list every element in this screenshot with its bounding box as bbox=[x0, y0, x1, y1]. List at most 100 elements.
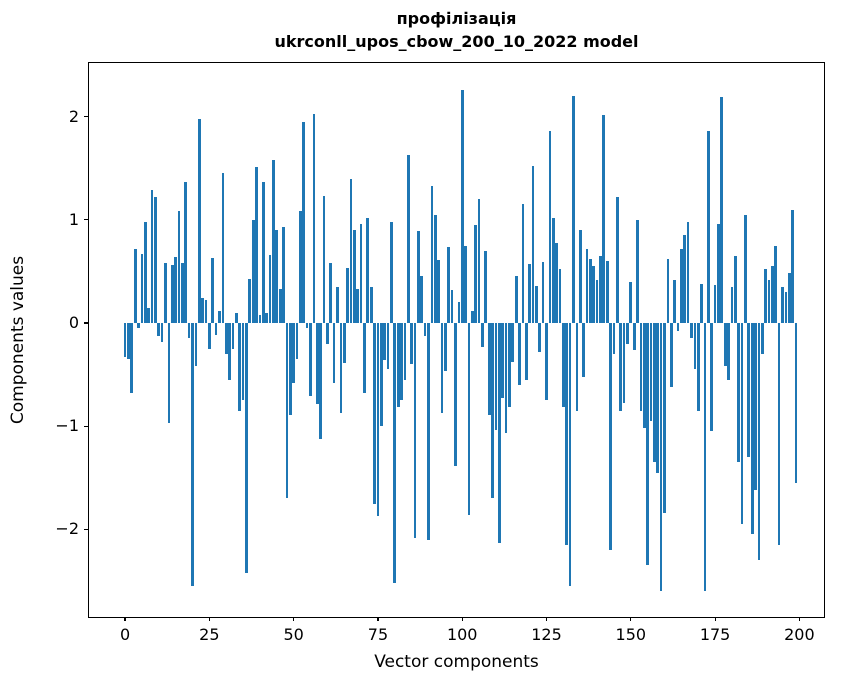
bar bbox=[494, 322, 498, 431]
bar bbox=[312, 113, 316, 323]
bar bbox=[595, 279, 599, 323]
bar bbox=[791, 209, 794, 323]
bar bbox=[578, 230, 582, 323]
bar bbox=[332, 322, 336, 383]
bar bbox=[558, 269, 562, 323]
bar bbox=[477, 199, 481, 323]
bar bbox=[228, 322, 231, 380]
bar bbox=[484, 250, 488, 323]
bar bbox=[481, 322, 484, 347]
x-tick-label: 50 bbox=[283, 625, 304, 644]
bar bbox=[322, 196, 326, 323]
y-tick-label: 1 bbox=[68, 209, 79, 229]
bar bbox=[295, 322, 299, 360]
bar bbox=[170, 265, 174, 323]
bar bbox=[208, 322, 211, 349]
bar bbox=[137, 322, 140, 329]
bar bbox=[305, 322, 309, 329]
bar bbox=[555, 242, 558, 323]
bar bbox=[164, 263, 167, 323]
bar bbox=[204, 300, 208, 323]
bar bbox=[356, 288, 360, 323]
bar bbox=[528, 264, 531, 323]
y-tick-label: 0 bbox=[68, 312, 79, 332]
bar bbox=[191, 322, 194, 587]
bar bbox=[440, 322, 444, 413]
chart-title: профілізація ukrconll_upos_cbow_200_10_2… bbox=[88, 7, 825, 53]
x-tick-mark bbox=[124, 617, 126, 621]
bar bbox=[272, 159, 275, 323]
bar bbox=[787, 273, 791, 323]
bar bbox=[619, 322, 623, 411]
bar bbox=[214, 322, 218, 336]
bar bbox=[329, 263, 333, 323]
bar bbox=[127, 322, 130, 360]
bar bbox=[497, 322, 501, 543]
bar bbox=[572, 96, 575, 323]
y-tick-mark bbox=[84, 219, 88, 221]
bar bbox=[342, 322, 346, 364]
bar bbox=[696, 322, 700, 411]
bar bbox=[181, 263, 184, 323]
bar bbox=[403, 322, 407, 380]
bar bbox=[727, 322, 730, 380]
bar bbox=[720, 97, 724, 323]
bar bbox=[524, 322, 528, 380]
bar bbox=[366, 217, 370, 323]
bar bbox=[551, 217, 555, 323]
bar bbox=[653, 322, 656, 463]
bar bbox=[673, 279, 676, 323]
bar bbox=[437, 260, 440, 323]
bar bbox=[336, 286, 339, 323]
bar bbox=[302, 121, 306, 323]
bar bbox=[417, 231, 420, 323]
bar bbox=[565, 322, 569, 545]
bar bbox=[339, 322, 343, 413]
bar bbox=[683, 235, 687, 323]
bar bbox=[730, 286, 734, 323]
bar bbox=[680, 248, 683, 323]
bar bbox=[700, 283, 703, 323]
bar bbox=[174, 256, 177, 323]
bar bbox=[187, 322, 191, 339]
bar bbox=[511, 322, 515, 363]
bar bbox=[784, 292, 788, 323]
bar bbox=[545, 322, 548, 401]
bar bbox=[723, 322, 727, 367]
bar bbox=[750, 322, 754, 535]
bar bbox=[123, 322, 127, 357]
bar bbox=[639, 322, 643, 411]
bar bbox=[177, 210, 181, 323]
bar bbox=[423, 322, 427, 337]
bar bbox=[167, 322, 171, 424]
bar bbox=[427, 322, 430, 540]
bar bbox=[747, 322, 751, 458]
bar bbox=[467, 322, 471, 515]
bar bbox=[221, 173, 225, 323]
bar bbox=[777, 322, 781, 545]
bar bbox=[245, 322, 248, 573]
bar bbox=[774, 245, 778, 323]
bar bbox=[676, 322, 680, 332]
bar bbox=[501, 322, 505, 399]
bar bbox=[447, 246, 451, 323]
y-tick-mark bbox=[84, 425, 88, 427]
bar bbox=[632, 322, 636, 350]
bar bbox=[760, 322, 764, 354]
bar bbox=[535, 285, 538, 323]
bar bbox=[599, 255, 602, 323]
bar bbox=[703, 322, 707, 592]
bar bbox=[605, 261, 609, 323]
bar bbox=[649, 322, 653, 421]
y-tick-label: −2 bbox=[55, 519, 79, 539]
bar bbox=[268, 254, 272, 323]
x-tick-label: 150 bbox=[615, 625, 647, 644]
x-axis-label: Vector components bbox=[374, 652, 539, 672]
x-tick-label: 25 bbox=[199, 625, 220, 644]
bar bbox=[386, 322, 390, 370]
x-tick-label: 100 bbox=[446, 625, 478, 644]
bar bbox=[636, 219, 639, 323]
bar bbox=[143, 221, 147, 323]
bar bbox=[234, 312, 238, 323]
plot-area bbox=[84, 62, 825, 621]
